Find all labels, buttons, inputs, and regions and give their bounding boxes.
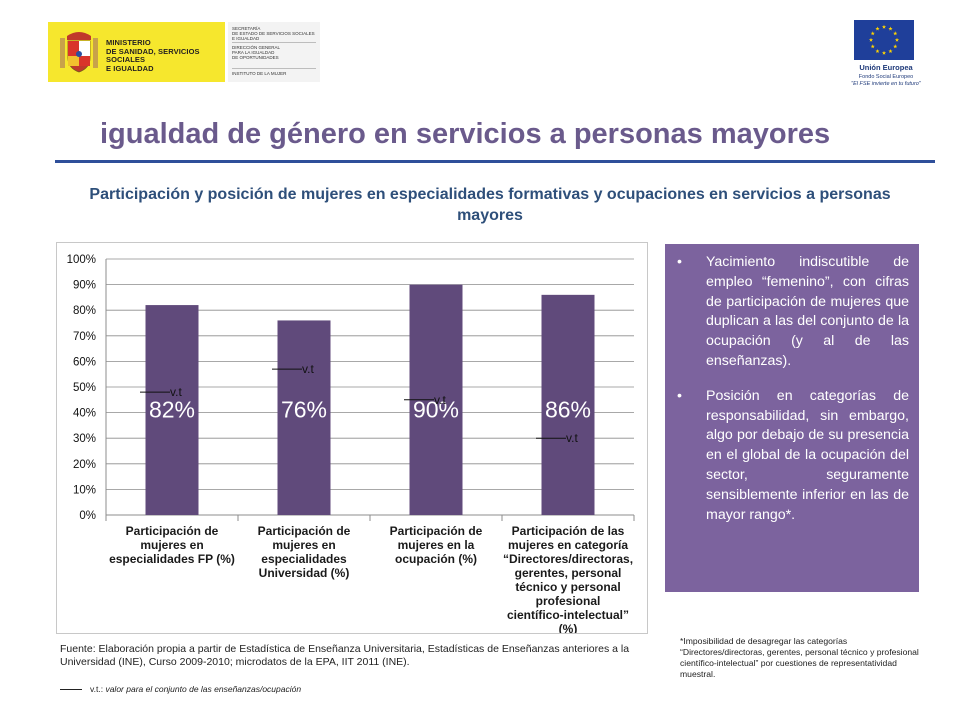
bar bbox=[145, 305, 199, 515]
source-note: Fuente: Elaboración propia a partir de E… bbox=[60, 643, 630, 668]
eu-star-icon bbox=[870, 31, 875, 36]
y-tick-label: 90% bbox=[73, 280, 96, 292]
reference-label: v.t bbox=[170, 385, 182, 399]
category-label: Participación de bbox=[390, 524, 483, 538]
logo-divider bbox=[232, 42, 316, 43]
info-item-text: Posición en categorías de responsabilida… bbox=[706, 387, 909, 523]
eu-star-icon bbox=[875, 49, 880, 54]
category-label: Participación de bbox=[126, 524, 219, 538]
bar-chart: 0%10%20%30%40%50%60%70%80%90%100%82%v.tP… bbox=[67, 254, 635, 633]
y-tick-label: 80% bbox=[73, 305, 96, 317]
category-label: ocupación (%) bbox=[395, 552, 477, 566]
page-title: igualdad de género en servicios a person… bbox=[100, 118, 831, 150]
institute-block: SECRETARÍA DE ESTADO DE SERVICIOS SOCIAL… bbox=[228, 22, 320, 82]
eu-star-icon bbox=[894, 37, 900, 42]
category-label: (%) bbox=[559, 622, 578, 633]
y-tick-label: 40% bbox=[73, 408, 96, 420]
y-tick-label: 50% bbox=[73, 382, 96, 394]
logo-divider bbox=[232, 68, 316, 69]
y-tick-label: 10% bbox=[73, 484, 96, 496]
info-item-text: Yacimiento indiscutible de empleo “femen… bbox=[706, 254, 909, 369]
category-label: mujeres en la bbox=[398, 538, 475, 552]
footnote-right: *Imposibilidad de desagregar las categor… bbox=[680, 636, 919, 679]
category-label: especialidades FP (%) bbox=[109, 552, 235, 566]
y-tick-label: 30% bbox=[73, 433, 96, 445]
eu-logo: Unión Europea Fondo Social Europeo "El F… bbox=[840, 20, 932, 92]
info-item: • Yacimiento indiscutible de empleo “fem… bbox=[677, 253, 909, 372]
category-label: Participación de las bbox=[512, 524, 625, 538]
data-label: 76% bbox=[281, 397, 327, 423]
bar bbox=[541, 294, 595, 515]
reference-legend-abbr: v.t.: bbox=[90, 684, 104, 694]
eu-motto: "El FSE invierte en tu futuro" bbox=[851, 81, 921, 87]
bar bbox=[277, 320, 331, 515]
eu-flag-icon bbox=[854, 20, 914, 60]
directorate-name: DIRECCIÓN GENERAL PARA LA IGUALDAD DE OP… bbox=[232, 45, 281, 60]
info-item: • Posición en categorías de responsabili… bbox=[677, 387, 909, 526]
bullet-icon: • bbox=[677, 254, 682, 270]
coat-of-arms-icon bbox=[60, 32, 98, 73]
category-label: especialidades bbox=[261, 552, 347, 566]
y-tick-label: 0% bbox=[79, 510, 96, 522]
reference-line-sample bbox=[60, 689, 82, 690]
eu-star-icon bbox=[893, 31, 898, 36]
category-label: mujeres en categoría bbox=[508, 538, 628, 552]
eu-title: Unión Europea bbox=[859, 63, 913, 72]
reference-legend: v.t.: valor para el conjunto de las ense… bbox=[60, 684, 301, 694]
y-tick-label: 70% bbox=[73, 331, 96, 343]
category-label: profesional bbox=[536, 594, 601, 608]
chart-area: 0% 10% 20% 30% 40% 50% 60% 70% 80% 90% 100% 82% v.t P… bbox=[56, 242, 648, 634]
data-label: 82% bbox=[149, 397, 195, 423]
eu-subtitle: Fondo Social Europeo bbox=[858, 74, 914, 80]
secretariat-name: SECRETARÍA DE ESTADO DE SERVICIOS SOCIAL… bbox=[232, 26, 315, 41]
eu-star-icon bbox=[868, 37, 874, 42]
category-label: gerentes, personal bbox=[515, 566, 622, 580]
eu-star-icon bbox=[875, 26, 880, 31]
ministry-name: MINISTERIO DE SANIDAD, SERVICIOS SOCIALE… bbox=[106, 38, 200, 73]
title-divider bbox=[55, 160, 935, 163]
data-label: 86% bbox=[545, 397, 591, 423]
category-label: mujeres en bbox=[140, 538, 203, 552]
data-label: 90% bbox=[413, 397, 459, 423]
category-label: científico-intelectual” bbox=[507, 608, 629, 622]
info-box: • Yacimiento indiscutible de empleo “fem… bbox=[665, 244, 919, 592]
eu-star-icon bbox=[881, 50, 887, 55]
y-tick-label: 100% bbox=[67, 254, 96, 266]
category-label: técnico y personal bbox=[515, 580, 620, 594]
reference-legend-desc: valor para el conjunto de las enseñanzas… bbox=[105, 684, 302, 694]
institute-name: INSTITUTO DE LA MUJER bbox=[232, 71, 287, 76]
chart-subtitle: Participación y posición de mujeres en e… bbox=[89, 186, 891, 224]
reference-label: v.t bbox=[566, 431, 578, 445]
ministry-logo-background: MINISTERIO DE SANIDAD, SERVICIOS SOCIALE… bbox=[48, 22, 225, 82]
category-label: Universidad (%) bbox=[259, 566, 350, 580]
reference-label: v.t bbox=[434, 393, 446, 407]
eu-star-icon bbox=[888, 26, 893, 31]
reference-label: v.t bbox=[302, 362, 314, 376]
eu-star-icon bbox=[881, 24, 887, 29]
category-label: “Directores/directoras, bbox=[503, 552, 633, 566]
category-label: Participación de bbox=[258, 524, 351, 538]
y-tick-label: 60% bbox=[73, 356, 96, 368]
eu-star-icon bbox=[893, 44, 898, 49]
y-tick-label: 20% bbox=[73, 459, 96, 471]
info-list: • Yacimiento indiscutible de empleo “fem… bbox=[677, 253, 909, 525]
eu-star-icon bbox=[888, 49, 893, 54]
eu-star-icon bbox=[870, 44, 875, 49]
bullet-icon: • bbox=[677, 387, 682, 404]
category-label: mujeres en bbox=[272, 538, 335, 552]
ministry-logo: MINISTERIO DE SANIDAD, SERVICIOS SOCIALE… bbox=[48, 22, 320, 82]
